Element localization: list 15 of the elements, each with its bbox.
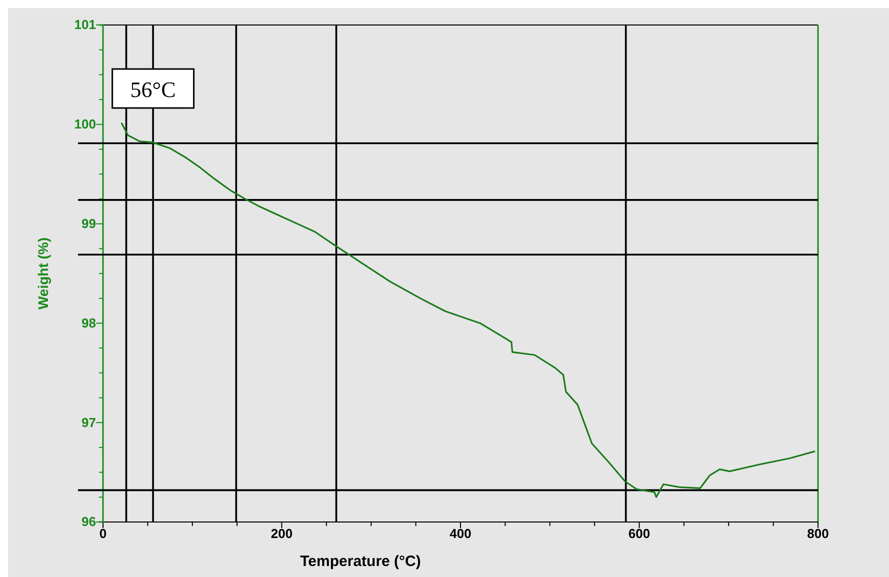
x-tick-label: 200 [270,526,293,542]
x-tick-label: 800 [807,526,829,542]
x-tick-label: 600 [628,526,650,542]
y-tick-label: 101 [74,17,96,32]
line-series [120,122,816,498]
ref-line-label: 56°C [130,77,176,102]
y-axis-title: Weight (%) [35,237,51,310]
x-tick-label: 0 [99,526,107,542]
x-axis-title: Temperature (°C) [300,553,421,570]
x-tick-label: 400 [450,526,472,542]
y-tick-label: 100 [74,116,96,132]
y-tick-label: 99 [82,216,96,231]
y-tick-label: 96 [82,514,96,530]
y-tick-label: 98 [82,315,96,330]
y-tick-label: 97 [82,414,96,430]
